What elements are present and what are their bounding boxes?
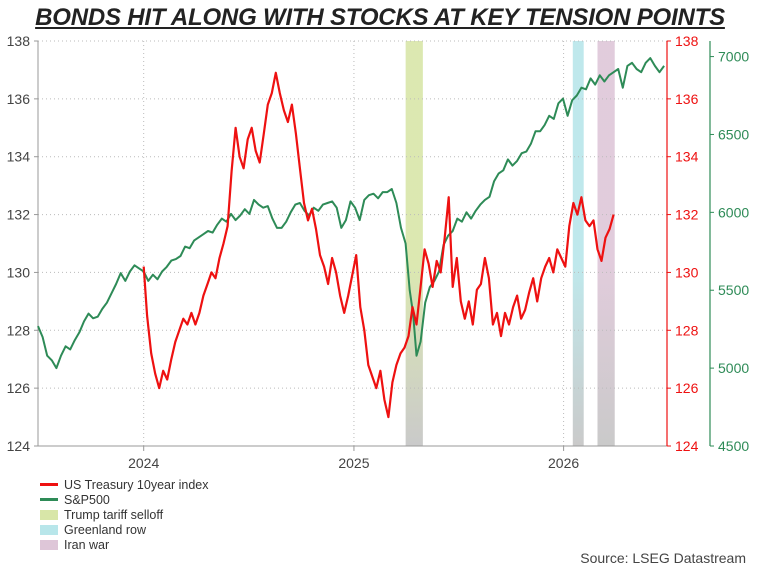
right-axis-treasury-label: 126	[675, 380, 699, 396]
legend: US Treasury 10year index S&P500 Trump ta…	[40, 477, 209, 552]
left-axis-label: 134	[7, 149, 31, 165]
right-axis-treasury-label: 138	[675, 33, 699, 49]
legend-swatch-tariff	[40, 509, 58, 520]
legend-item-treasury: US Treasury 10year index	[40, 477, 209, 492]
legend-swatch-greenland	[40, 524, 58, 535]
right-axis-sp500-label: 7000	[718, 49, 749, 65]
legend-item-sp500: S&P500	[40, 492, 209, 507]
left-axis-label: 138	[7, 33, 31, 49]
right-axis-treasury-label: 130	[675, 264, 699, 280]
right-axis-sp500-label: 5500	[718, 282, 749, 298]
left-axis-label: 136	[7, 91, 31, 107]
x-axis-label: 2026	[548, 455, 579, 471]
legend-label-sp500: S&P500	[64, 492, 110, 507]
left-axis-label: 126	[7, 380, 31, 396]
x-axis-label: 2025	[338, 455, 369, 471]
legend-swatch-iran	[40, 539, 58, 550]
series-line-treasury	[142, 71, 615, 419]
source-note: Source: LSEG Datastream	[580, 550, 746, 566]
right-axis-treasury-label: 134	[675, 149, 699, 165]
right-axis-sp500-label: 5000	[718, 360, 749, 376]
right-axis-sp500-label: 4500	[718, 438, 749, 454]
x-axis-label: 2024	[128, 455, 159, 471]
legend-label-treasury: US Treasury 10year index	[64, 477, 209, 492]
band-iran-war	[597, 41, 615, 446]
left-axis-label: 128	[7, 322, 31, 338]
legend-swatch-sp500	[40, 498, 58, 501]
left-axis-label: 124	[7, 438, 31, 454]
right-axis-treasury-label: 124	[675, 438, 699, 454]
right-axis-sp500-label: 6500	[718, 126, 749, 142]
legend-item-greenland: Greenland row	[40, 522, 209, 537]
legend-item-iran: Iran war	[40, 537, 209, 552]
legend-swatch-treasury	[40, 483, 58, 486]
legend-item-tariff: Trump tariff selloff	[40, 507, 209, 522]
band-tariff-selloff	[405, 41, 423, 446]
legend-label-tariff: Trump tariff selloff	[64, 507, 164, 522]
series-line-sp500	[37, 57, 665, 370]
right-axis-sp500-label: 6000	[718, 204, 749, 220]
right-axis-treasury-label: 136	[675, 91, 699, 107]
right-axis-treasury-label: 128	[675, 322, 699, 338]
legend-label-iran: Iran war	[64, 537, 110, 552]
band-greenland-row	[572, 41, 584, 446]
chart-title: BONDS HIT ALONG WITH STOCKS AT KEY TENSI…	[35, 4, 725, 31]
left-axis-label: 132	[7, 207, 31, 223]
right-axis-treasury-label: 132	[675, 207, 699, 223]
legend-label-greenland: Greenland row	[64, 522, 146, 537]
left-axis-label: 130	[7, 264, 31, 280]
